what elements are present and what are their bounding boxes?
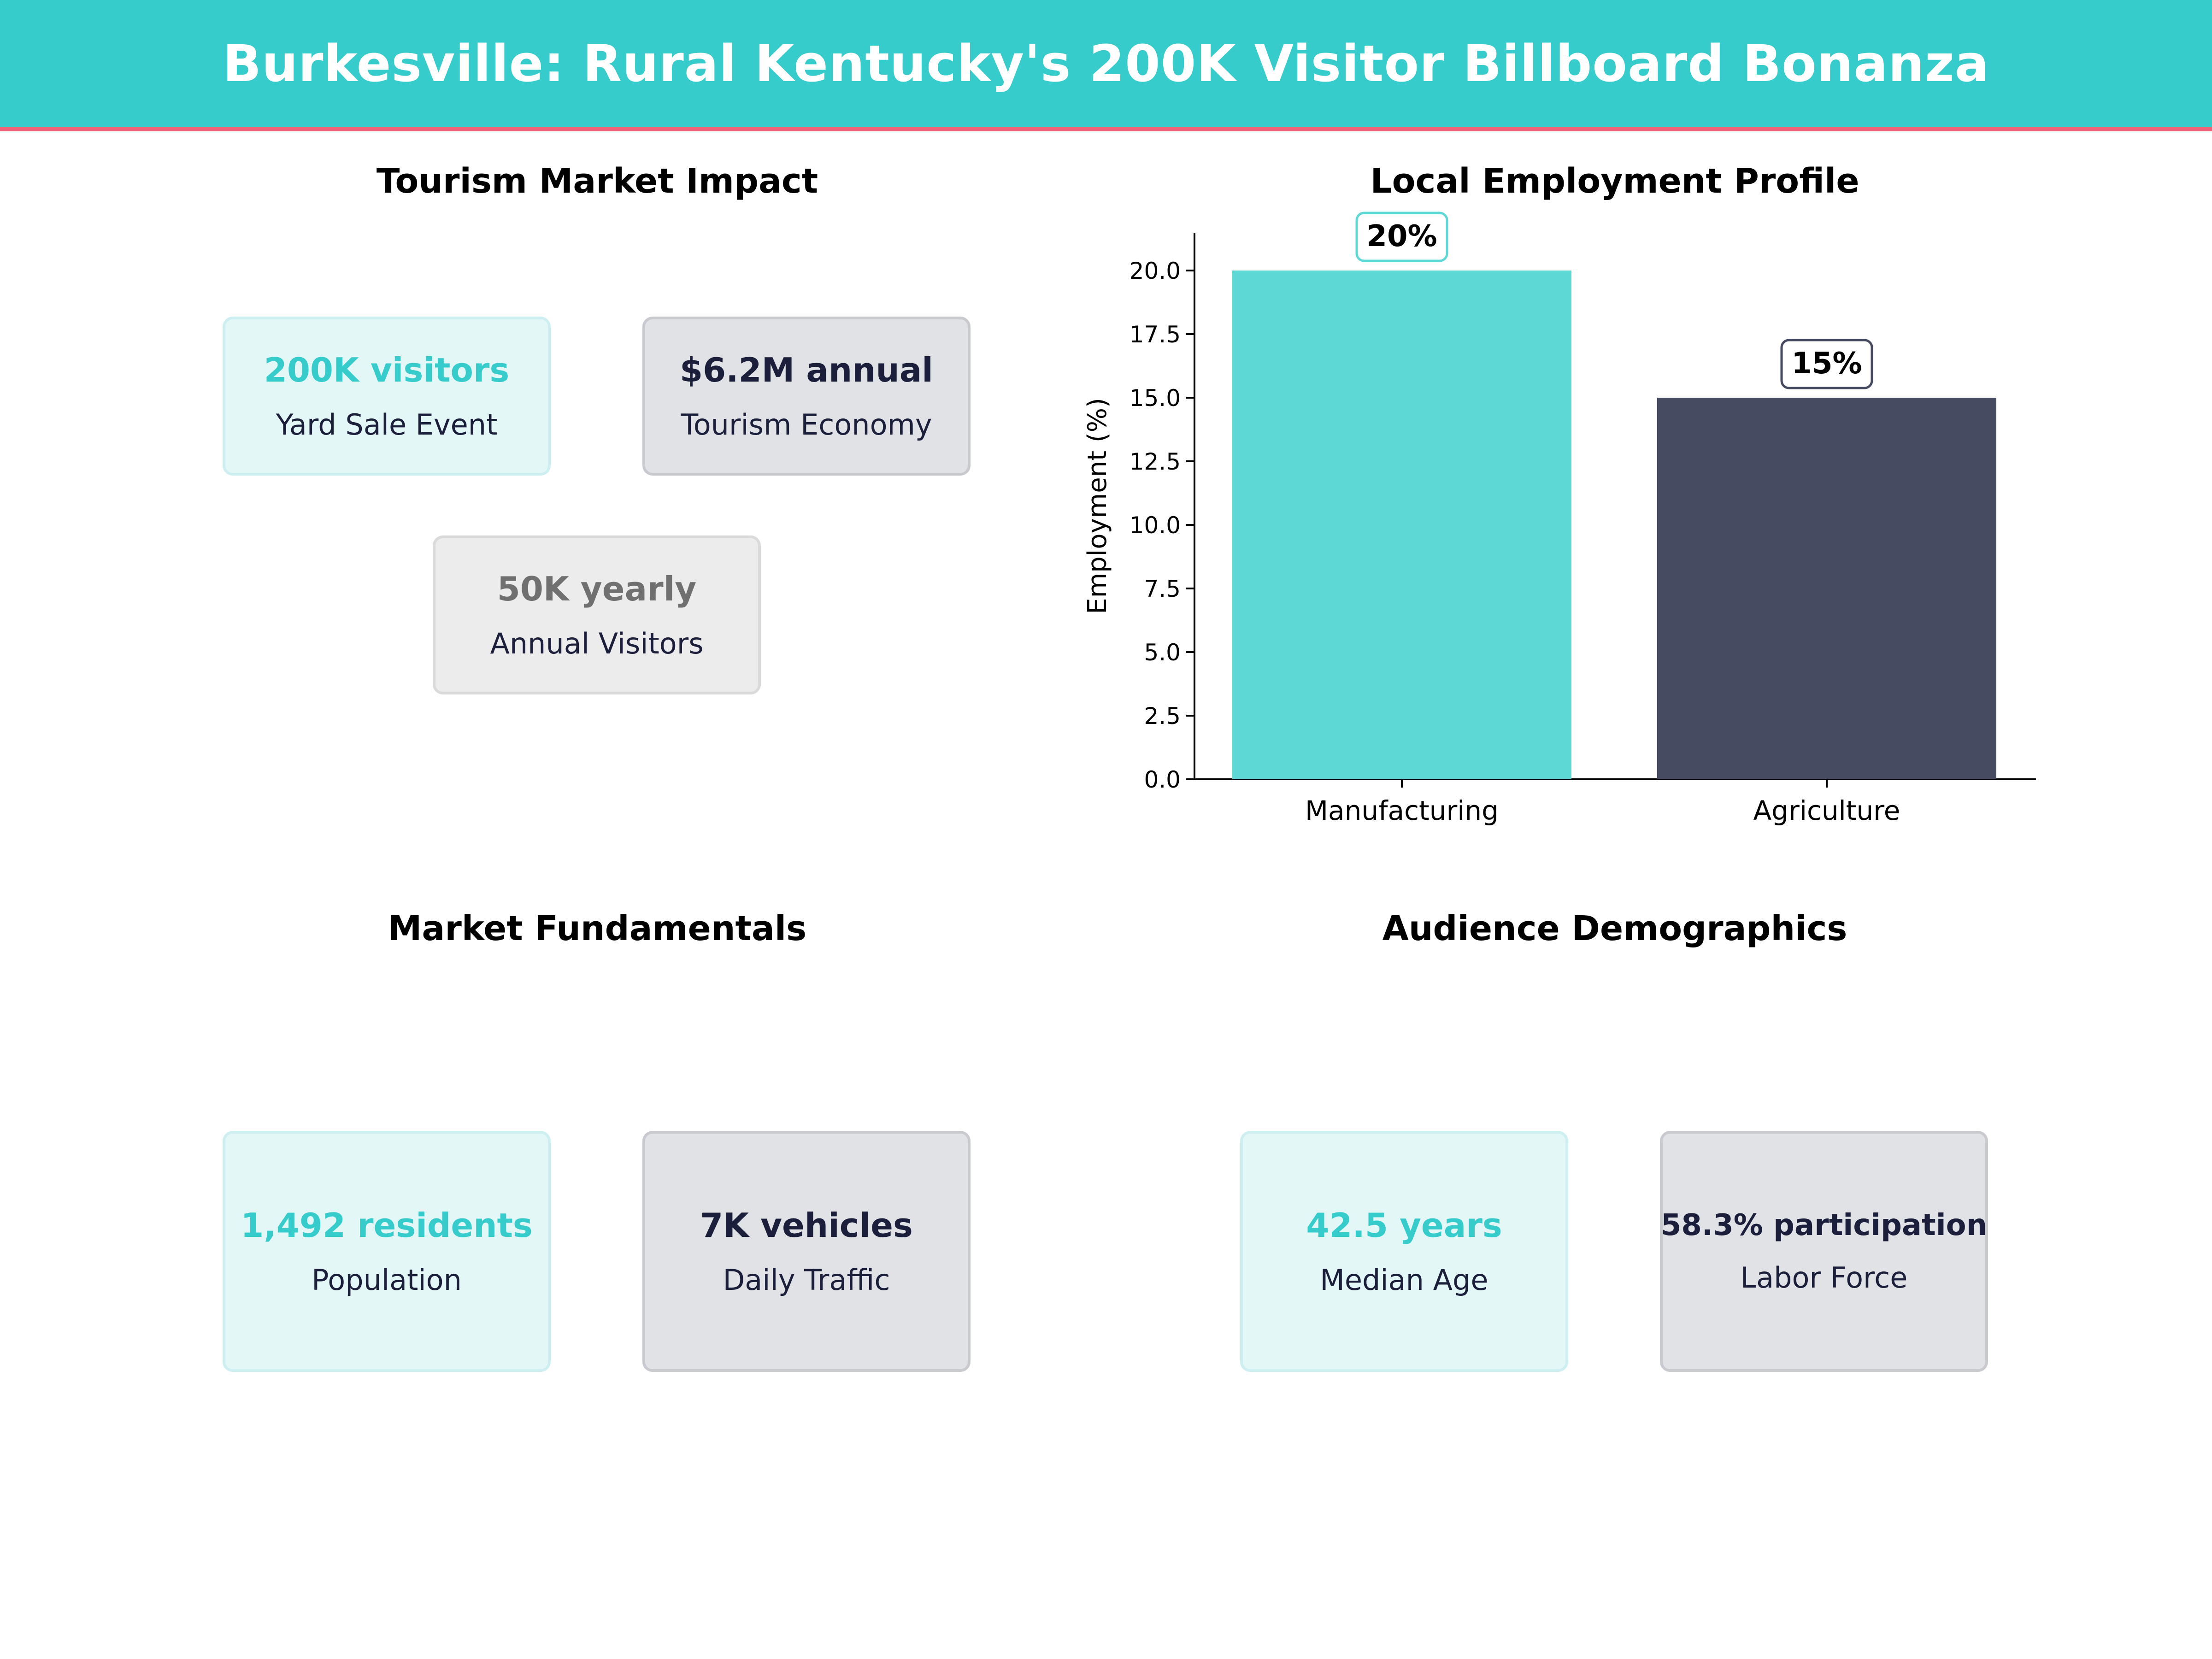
y-ticks: 0.0 2.5 5.0 7.5 10.0 12.5 15.0 17.5 20.0 <box>1130 258 1194 793</box>
stat-label: Yard Sale Event <box>276 408 498 441</box>
employment-bar-chart: 0.0 2.5 5.0 7.5 10.0 12.5 15.0 17.5 20.0 Manufac… <box>1060 198 2074 843</box>
y-tick-label: 17.5 <box>1130 321 1181 348</box>
y-axis-label: Employment (%) <box>1082 398 1112 614</box>
header-banner: Burkesville: Rural Kentucky's 200K Visit… <box>0 0 2212 131</box>
section-title-demographics: Audience Demographics <box>1382 909 1847 948</box>
stat-label: Daily Traffic <box>723 1263 890 1297</box>
bar-agriculture <box>1657 398 1996 779</box>
section-title-fundamentals: Market Fundamentals <box>388 909 807 948</box>
y-tick-label: 10.0 <box>1130 512 1181 539</box>
stat-value: 1,492 residents <box>241 1206 533 1245</box>
stat-value: 58.3% participation <box>1660 1208 1988 1242</box>
stat-card-daily-traffic: 7K vehicles Daily Traffic <box>642 1131 971 1372</box>
y-tick-label: 20.0 <box>1130 258 1181 284</box>
bar-manufacturing <box>1232 271 1571 779</box>
value-label-box <box>1780 339 1873 389</box>
stat-label: Annual Visitors <box>490 627 704 660</box>
y-tick-label: 5.0 <box>1144 639 1181 666</box>
value-label-box <box>1355 212 1448 262</box>
page-title: Burkesville: Rural Kentucky's 200K Visit… <box>223 34 1989 93</box>
y-tick-label: 2.5 <box>1144 703 1181 729</box>
y-tick-label: 12.5 <box>1130 448 1181 475</box>
section-title-tourism: Tourism Market Impact <box>376 161 818 201</box>
stat-card-population: 1,492 residents Population <box>223 1131 551 1372</box>
stat-value: 42.5 years <box>1306 1206 1502 1245</box>
stat-label: Labor Force <box>1740 1261 1908 1294</box>
x-tick-label: Agriculture <box>1753 795 1900 826</box>
y-tick-label: 15.0 <box>1130 385 1181 412</box>
stat-value: 200K visitors <box>264 351 510 389</box>
stat-value: 50K yearly <box>497 570 697 608</box>
stat-label: Tourism Economy <box>681 408 932 441</box>
stat-value: $6.2M annual <box>680 351 933 389</box>
stat-card-median-age: 42.5 years Median Age <box>1240 1131 1568 1372</box>
value-label: 15% <box>1791 347 1862 381</box>
y-tick-label: 0.0 <box>1144 766 1181 793</box>
stat-value: 7K vehicles <box>700 1206 913 1245</box>
bars: Manufacturing 20% Agriculture 15% <box>1232 212 1996 826</box>
x-tick-label: Manufacturing <box>1305 795 1499 826</box>
stat-label: Population <box>312 1263 462 1297</box>
section-title-employment: Local Employment Profile <box>1370 161 1859 201</box>
stat-card-yard-sale: 200K visitors Yard Sale Event <box>223 317 551 476</box>
value-label: 20% <box>1366 219 1437 253</box>
stat-card-tourism-economy: $6.2M annual Tourism Economy <box>642 317 971 476</box>
stat-card-labor-force: 58.3% participation Labor Force <box>1660 1131 1988 1372</box>
y-tick-label: 7.5 <box>1144 576 1181 602</box>
stat-label: Median Age <box>1320 1263 1488 1297</box>
stat-card-annual-visitors: 50K yearly Annual Visitors <box>433 535 761 694</box>
